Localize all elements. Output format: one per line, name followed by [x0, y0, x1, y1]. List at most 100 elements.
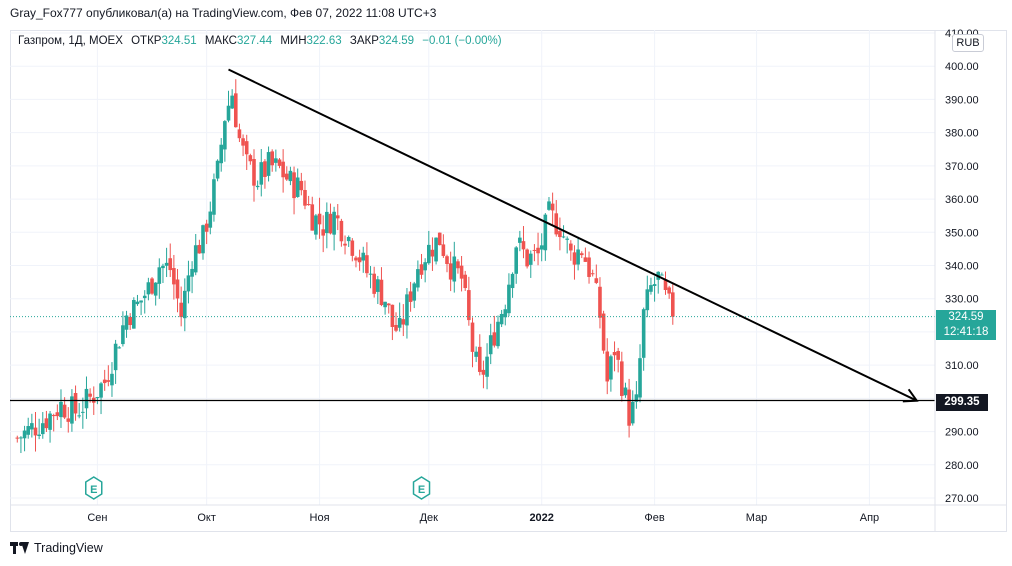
candle-body — [310, 204, 315, 231]
candle-body — [266, 152, 271, 176]
candle-body — [525, 249, 529, 267]
candle-body — [295, 177, 300, 197]
candle-body — [62, 404, 67, 418]
candle-body — [179, 302, 183, 318]
chart-frame — [10, 30, 1007, 532]
candle-body — [667, 287, 671, 294]
candles — [15, 79, 675, 454]
candle-body — [386, 303, 391, 306]
candle-body — [284, 173, 289, 180]
candle-body — [660, 274, 664, 276]
candle-body — [463, 274, 468, 289]
candle-body — [499, 313, 504, 325]
candle-body — [88, 393, 92, 397]
candle-body — [208, 211, 213, 228]
candle-body — [15, 437, 20, 439]
legend-close-label: ЗАКР — [349, 35, 379, 47]
candle-body — [335, 215, 340, 219]
candle-body — [361, 252, 366, 261]
tradingview-logo-icon — [10, 542, 30, 554]
candle-body — [164, 262, 169, 266]
earnings-event-icon: E — [412, 476, 431, 500]
candle-body — [259, 162, 264, 185]
candle-body — [59, 401, 63, 418]
candle-body — [416, 269, 420, 288]
y-tick-label: 280.00 — [945, 460, 979, 472]
candle-body — [514, 247, 519, 274]
y-tick-label: 340.00 — [945, 261, 979, 273]
candle-body — [343, 243, 347, 246]
candle-body — [620, 361, 624, 396]
time-axis[interactable]: Сен Окт Ноя Дек 2022 Фев Мар Апр — [87, 512, 879, 524]
candle-body — [230, 95, 234, 109]
candle-body — [146, 282, 151, 295]
candle-body — [641, 309, 646, 358]
candle-body — [219, 144, 224, 164]
earnings-event-label: E — [418, 484, 425, 496]
candle-body — [44, 418, 49, 429]
candle-body — [299, 180, 304, 191]
candle-body — [569, 243, 573, 251]
candle-body — [77, 415, 81, 417]
candle-body — [565, 238, 569, 240]
candle-body — [288, 170, 293, 182]
y-tick-label: 290.00 — [945, 427, 979, 439]
candle-body — [190, 268, 194, 277]
candle-body — [153, 282, 158, 296]
legend-open-value: 324.51 — [161, 35, 197, 47]
candle-body — [22, 430, 27, 439]
footer: TradingView — [10, 541, 103, 555]
legend-low-label: МИН — [280, 35, 307, 47]
candle-body — [481, 369, 486, 375]
candle-body — [55, 412, 60, 417]
candle-body — [237, 129, 242, 139]
publisher-line: Gray_Fox777 опубликовал(а) на TradingVie… — [10, 6, 437, 20]
candle-body — [346, 236, 351, 242]
candle-body — [26, 426, 31, 435]
price-axis[interactable]: 270.00280.00290.00300.00310.00320.00330.… — [945, 28, 979, 505]
candle-body — [430, 249, 435, 257]
candle-body — [106, 380, 111, 382]
legend-high-value: 327.44 — [236, 35, 273, 47]
candle-body — [645, 289, 650, 311]
candle-body — [507, 284, 511, 314]
x-tick-label: Фев — [644, 512, 664, 524]
candle-body — [215, 160, 220, 179]
candle-body — [37, 434, 41, 436]
candle-body — [605, 351, 610, 382]
candle-body — [379, 279, 384, 306]
legend: Газпром, 1Д, MOEX ОТКР324.51 МАКС327.44 … — [18, 35, 502, 47]
candle-body — [459, 265, 464, 279]
candle-body — [376, 279, 380, 292]
candle-body — [197, 244, 202, 254]
x-tick-label: Сен — [87, 512, 107, 524]
candle-body — [339, 220, 344, 242]
candle-body — [139, 300, 143, 303]
candle-body — [73, 393, 78, 414]
candle-body — [212, 179, 216, 215]
earnings-event-shape — [412, 476, 431, 500]
current-price-tag: 324.59 12:41:18 — [936, 310, 996, 340]
trend-line[interactable] — [228, 68, 918, 402]
candle-body — [547, 201, 551, 210]
candle-body — [332, 211, 336, 235]
y-tick-label: 370.00 — [945, 161, 979, 173]
candle-body — [306, 204, 311, 206]
candle-body — [583, 257, 588, 262]
candle-body — [594, 278, 599, 283]
candle-body — [649, 285, 653, 292]
x-tick-label: Дек — [420, 512, 439, 524]
candle-body — [201, 225, 205, 254]
candle-body — [598, 286, 602, 318]
candle-body — [539, 245, 544, 250]
candle-body — [66, 418, 71, 422]
currency-button[interactable]: RUB — [952, 34, 984, 52]
candle-body — [270, 151, 275, 166]
x-tick-label: 2022 — [529, 512, 553, 524]
candle-body — [142, 295, 147, 299]
legend-high-label: МАКС — [204, 35, 237, 47]
candle-body — [518, 237, 522, 243]
candle-body — [397, 317, 402, 328]
y-tick-label: 360.00 — [945, 194, 979, 206]
